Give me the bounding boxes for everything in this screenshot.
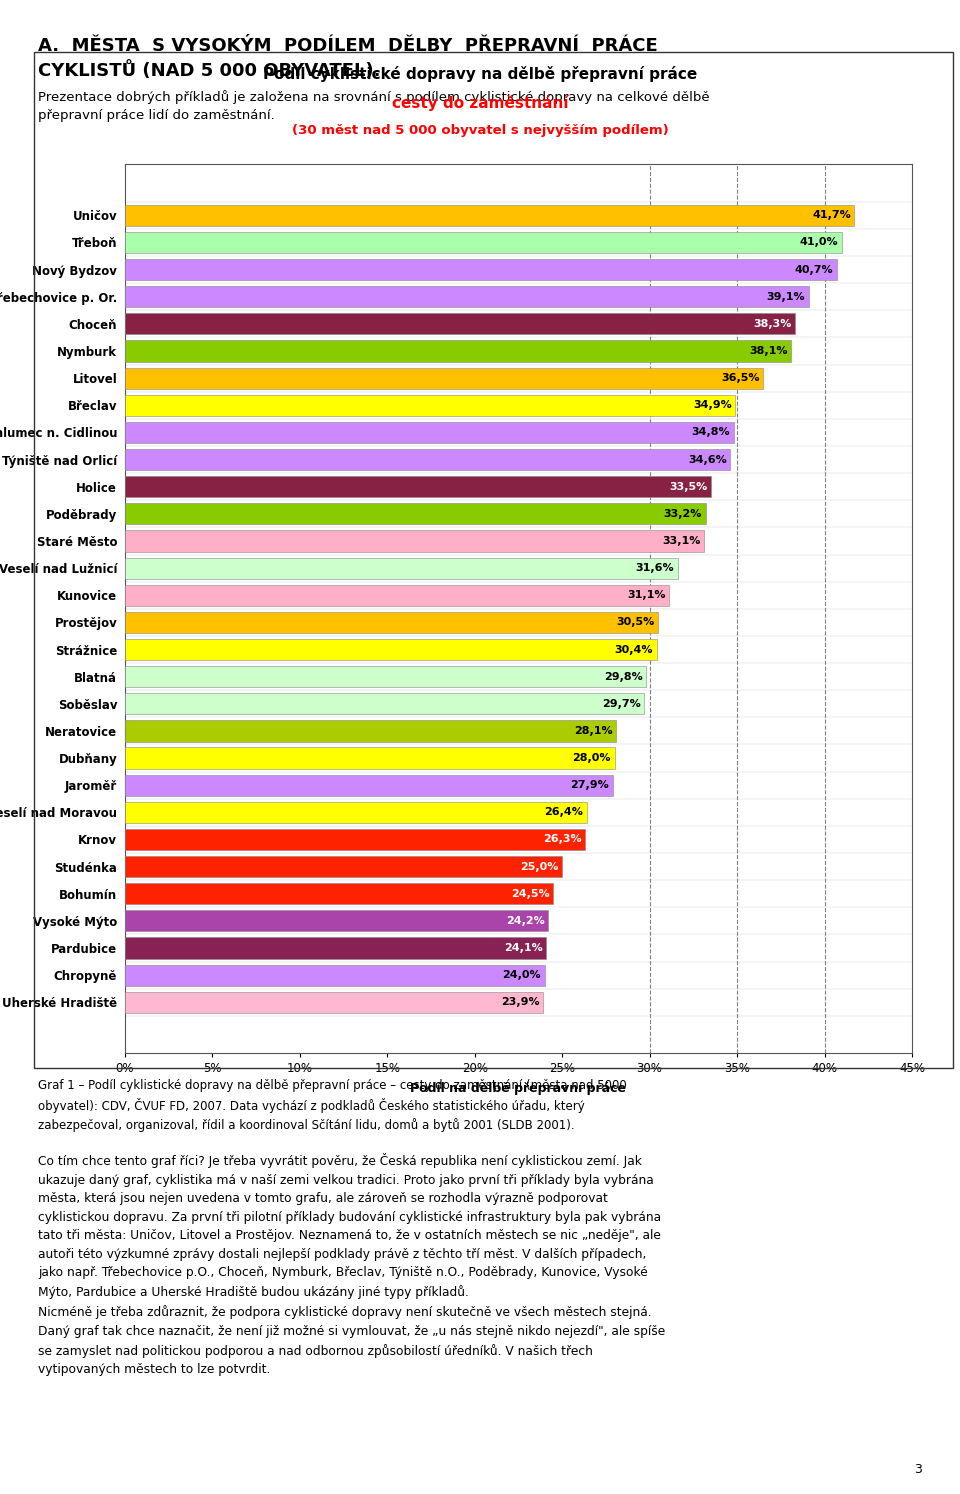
Bar <box>125 774 612 796</box>
Text: 3: 3 <box>914 1463 922 1476</box>
Bar <box>125 503 706 524</box>
Text: Co tím chce tento graf říci? Je třeba vyvrátit pověru, že Česká republika není c: Co tím chce tento graf říci? Je třeba vy… <box>38 1153 665 1376</box>
Bar <box>125 937 546 959</box>
Text: Podíl cyklistické dopravy na dělbě přepravní práce: Podíl cyklistické dopravy na dělbě přepr… <box>263 66 697 82</box>
X-axis label: Podíl na dělbě přepravní práce: Podíl na dělbě přepravní práce <box>411 1082 627 1095</box>
Bar <box>125 232 842 252</box>
Bar <box>125 639 657 660</box>
Text: 24,0%: 24,0% <box>502 970 541 980</box>
Text: 29,7%: 29,7% <box>602 699 641 708</box>
Bar <box>125 530 704 551</box>
Text: 34,9%: 34,9% <box>693 400 732 411</box>
Text: 30,4%: 30,4% <box>614 644 653 654</box>
Bar <box>125 287 808 308</box>
Bar <box>125 394 735 415</box>
Bar <box>125 557 678 578</box>
Text: 26,4%: 26,4% <box>544 807 583 817</box>
Bar <box>125 205 854 226</box>
Text: 36,5%: 36,5% <box>721 374 759 382</box>
Text: (30 měst nad 5 000 obyvatel s nejvyšším podílem): (30 měst nad 5 000 obyvatel s nejvyšším … <box>292 124 668 137</box>
Bar <box>125 883 553 904</box>
Text: 25,0%: 25,0% <box>520 862 559 871</box>
Bar <box>125 910 548 931</box>
Bar <box>125 965 544 986</box>
Text: 41,0%: 41,0% <box>800 238 838 248</box>
Bar <box>125 258 837 281</box>
Text: 40,7%: 40,7% <box>795 264 833 275</box>
Text: CYKLISTŮ (NAD 5 000 OBYVATEL).: CYKLISTŮ (NAD 5 000 OBYVATEL). <box>38 61 381 81</box>
Text: 33,5%: 33,5% <box>669 481 708 492</box>
Text: 23,9%: 23,9% <box>501 998 540 1007</box>
Text: 38,3%: 38,3% <box>753 318 791 329</box>
Text: 28,0%: 28,0% <box>572 753 612 763</box>
Text: Prezentace dobrých příkladů je založena na srovnání s podílem cyklistické doprav: Prezentace dobrých příkladů je založena … <box>38 90 710 121</box>
Bar <box>125 720 616 741</box>
Bar <box>125 368 763 388</box>
Text: 39,1%: 39,1% <box>767 291 805 302</box>
Bar <box>125 829 585 850</box>
Text: 38,1%: 38,1% <box>750 347 788 356</box>
Text: 27,9%: 27,9% <box>570 780 610 790</box>
Bar <box>125 802 587 823</box>
Text: 41,7%: 41,7% <box>812 211 851 220</box>
Text: 33,1%: 33,1% <box>662 536 701 545</box>
Text: 31,6%: 31,6% <box>636 563 674 574</box>
Text: 24,2%: 24,2% <box>506 916 544 926</box>
Bar <box>125 856 563 877</box>
Text: 31,1%: 31,1% <box>627 590 665 601</box>
Text: 34,8%: 34,8% <box>691 427 730 438</box>
Text: Graf 1 – Podíl cyklistické dopravy na dělbě přepravní práce – cesty do zaměstnán: Graf 1 – Podíl cyklistické dopravy na dě… <box>38 1079 627 1132</box>
Text: 24,5%: 24,5% <box>512 889 550 899</box>
Bar <box>125 477 710 498</box>
Bar <box>125 314 795 335</box>
Text: 34,6%: 34,6% <box>687 454 727 465</box>
Bar <box>125 584 669 607</box>
Text: cesty do zaměstnání: cesty do zaměstnání <box>392 94 568 111</box>
Text: 33,2%: 33,2% <box>663 509 702 518</box>
Bar <box>125 693 644 714</box>
Bar <box>125 341 791 362</box>
Bar <box>125 421 733 444</box>
Bar <box>125 611 659 633</box>
Text: 28,1%: 28,1% <box>574 726 612 737</box>
Text: 29,8%: 29,8% <box>604 672 642 681</box>
Text: A.  MĚSTA  S VYSOKÝM  PODÍLEM  DĚLBY  PŘEPRAVNÍ  PRÁCE: A. MĚSTA S VYSOKÝM PODÍLEM DĚLBY PŘEPRAV… <box>38 37 659 55</box>
Text: 30,5%: 30,5% <box>616 617 655 627</box>
Bar <box>125 666 646 687</box>
Bar <box>125 747 614 768</box>
Bar <box>125 992 543 1013</box>
Text: 26,3%: 26,3% <box>542 835 582 844</box>
Bar <box>125 450 730 471</box>
Text: 24,1%: 24,1% <box>504 943 543 953</box>
